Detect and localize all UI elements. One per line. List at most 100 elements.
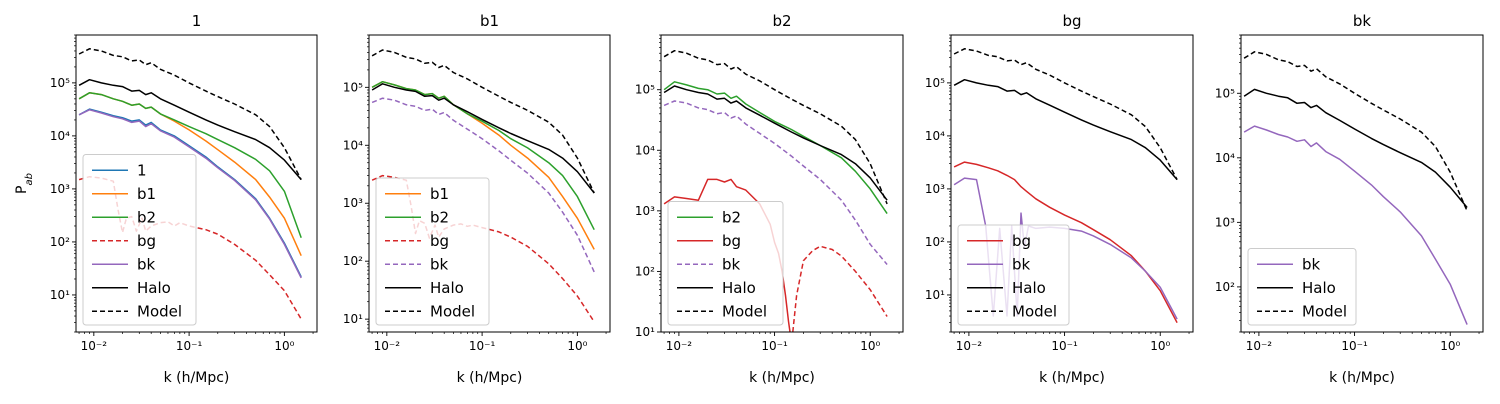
legend-label-halo: Halo <box>722 279 756 297</box>
legend-label-b2: b2 <box>430 208 449 226</box>
y-axis-label: Pab <box>14 173 35 194</box>
y-tick-label: 10¹ <box>343 312 363 326</box>
y-tick-label: 10⁴ <box>343 138 363 152</box>
x-axis-label: k (h/Mpc) <box>749 370 815 386</box>
series-group <box>371 49 595 323</box>
y-tick-label: 10⁵ <box>925 76 945 90</box>
legend-label-bg: bg <box>137 232 156 250</box>
x-axis-label: k (h/Mpc) <box>164 370 230 386</box>
legend: bk Halo Model <box>1247 248 1357 326</box>
x-tick-label: 10⁻¹ <box>761 339 788 353</box>
y-tick-label: 10² <box>1215 280 1235 294</box>
panel-title: b2 <box>772 12 791 30</box>
y-tick-label: 10⁵ <box>635 83 655 97</box>
panel-title: bg <box>1062 12 1081 30</box>
legend-box <box>1247 248 1357 326</box>
y-axis-label-subscript: ab <box>24 173 35 185</box>
legend: 1 b1 b2 bg bk Halo Model <box>82 154 197 326</box>
y-tick-label: 10¹ <box>635 325 655 339</box>
x-tick-label: 10⁻² <box>1246 339 1273 353</box>
series-line-halo <box>953 78 1178 181</box>
legend-label-model: Model <box>722 302 767 320</box>
y-tick-label: 10⁵ <box>1215 86 1235 100</box>
x-tick-label: 10⁻² <box>81 339 108 353</box>
y-tick-label: 10³ <box>1215 215 1235 229</box>
series-line-model <box>1243 51 1468 212</box>
series-line-bk <box>1243 125 1468 325</box>
series-line-bk <box>371 97 595 273</box>
series-line-b2 <box>663 81 888 215</box>
legend-label-halo: Halo <box>430 279 464 297</box>
series-line-bg-dashed <box>792 245 888 332</box>
y-tick-label: 10¹ <box>50 288 70 302</box>
x-tick-label: 10⁰ <box>1150 339 1170 353</box>
legend-label-model: Model <box>137 302 182 320</box>
legend-label-b1: b1 <box>430 185 449 203</box>
legend-label-1: 1 <box>137 161 147 179</box>
series-line-b2 <box>78 92 302 238</box>
legend-label-bk: bk <box>722 255 741 273</box>
legend-label-model: Model <box>1012 302 1057 320</box>
x-tick-label: 10⁰ <box>860 339 880 353</box>
series-group <box>1243 51 1468 325</box>
y-tick-label: 10³ <box>50 182 70 196</box>
axes-frame <box>368 34 611 333</box>
legend-label-halo: Halo <box>1302 279 1336 297</box>
legend-label-bk: bk <box>1302 255 1321 273</box>
x-tick-label: 10⁻² <box>666 339 693 353</box>
axes-frame <box>660 34 904 333</box>
series-line-halo <box>1243 88 1468 208</box>
panel-bk: 10⁻² 10⁻¹ 10⁰ 10² 10³ 10⁴ 10⁵ bk k (h/Mpc) bk Halo… <box>1215 12 1484 386</box>
x-tick-label: 10⁰ <box>274 339 294 353</box>
y-tick-label: 10⁵ <box>343 80 363 94</box>
series-line-model <box>663 49 888 205</box>
x-tick-label: 10⁻¹ <box>1341 339 1368 353</box>
y-tick-label: 10² <box>925 235 945 249</box>
axes-frame <box>950 34 1194 333</box>
x-tick-label: 10⁻² <box>956 339 983 353</box>
x-tick-label: 10⁻¹ <box>176 339 203 353</box>
x-tick-label: 10⁰ <box>567 339 587 353</box>
y-tick-label: 10³ <box>635 204 655 218</box>
legend: bg bk Halo Model <box>957 224 1070 326</box>
x-axis-label: k (h/Mpc) <box>1039 370 1105 386</box>
x-axis-label: k (h/Mpc) <box>457 370 523 386</box>
y-tick-label: 10³ <box>343 196 363 210</box>
y-tick-label: 10⁴ <box>635 143 655 157</box>
legend-label-halo: Halo <box>1012 279 1046 297</box>
x-tick-label: 10⁻² <box>374 339 401 353</box>
series-line-model <box>78 48 302 180</box>
y-tick-label: 10² <box>635 264 655 278</box>
panel-title: b1 <box>480 12 499 30</box>
x-tick-label: 10⁰ <box>1440 339 1460 353</box>
series-line-model <box>371 49 595 194</box>
panel-title: 1 <box>192 12 202 30</box>
legend-label-model: Model <box>1302 302 1347 320</box>
series-line-model <box>953 48 1178 180</box>
y-tick-label: 10² <box>343 254 363 268</box>
series-line-halo <box>371 83 595 194</box>
x-tick-label: 10⁻¹ <box>1051 339 1078 353</box>
legend: b2 bg bk Halo Model <box>667 201 784 326</box>
legend-box <box>957 224 1070 326</box>
y-tick-label: 10⁴ <box>925 129 945 143</box>
legend-label-bk: bk <box>430 255 449 273</box>
y-tick-label: 10³ <box>925 182 945 196</box>
legend-label-bk: bk <box>137 255 156 273</box>
legend-label-b2: b2 <box>137 208 156 226</box>
legend-box <box>667 201 784 326</box>
series-line-bg <box>953 161 1178 324</box>
legend-label-bg: bg <box>722 232 741 250</box>
series-line-halo <box>78 78 302 181</box>
series-line-bk <box>663 100 888 265</box>
legend-label-b1: b1 <box>137 185 156 203</box>
legend-label-b2: b2 <box>722 208 741 226</box>
legend-label-bg: bg <box>430 232 449 250</box>
y-tick-label: 10¹ <box>925 288 945 302</box>
y-tick-label: 10⁴ <box>50 129 70 143</box>
